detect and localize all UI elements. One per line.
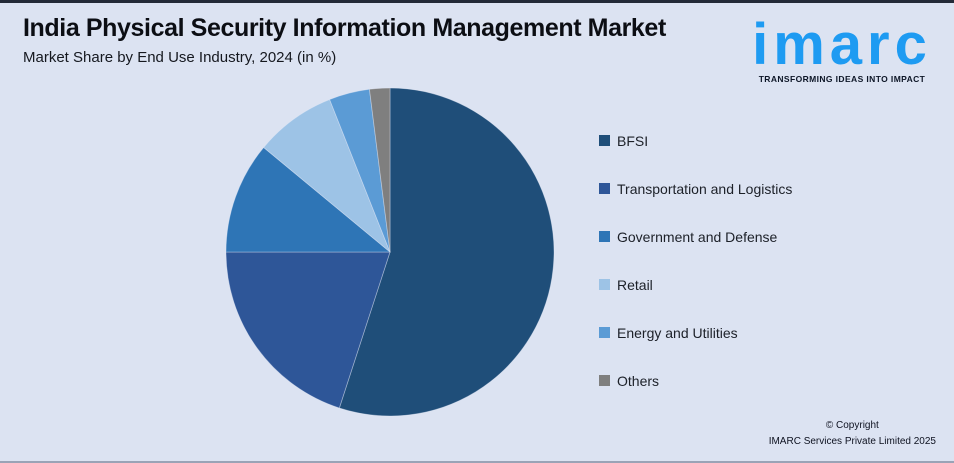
legend-swatch-icon	[599, 183, 610, 194]
copyright-line-1: © Copyright	[825, 420, 879, 431]
pie-slice-bfsi	[338, 87, 555, 417]
pie-slice-others	[369, 87, 391, 253]
legend-item-bfsi: BFSI	[599, 132, 792, 149]
imarc-logo: imarc TRANSFORMING IDEAS INTO IMPACT	[744, 12, 940, 85]
imarc-logo-wordmark: imarc	[752, 12, 932, 77]
copyright-line-2: IMARC Services Private Limited 2025	[768, 435, 936, 447]
chart-legend: BFSI Transportation and Logistics Govern…	[599, 132, 792, 420]
legend-label: Others	[617, 372, 660, 389]
pie-slice-energy-and-utilities	[329, 88, 391, 253]
pie-chart-area	[220, 82, 560, 422]
legend-item-transportation-and-logistics: Transportation and Logistics	[599, 180, 792, 197]
copyright-notice: © Copyright IMARC Services Private Limit…	[769, 418, 936, 449]
legend-swatch-icon	[599, 135, 610, 146]
legend-item-retail: Retail	[599, 276, 792, 293]
legend-label: Retail	[617, 276, 653, 293]
pie-chart	[225, 87, 555, 417]
chart-header: India Physical Security Information Mana…	[23, 14, 763, 66]
legend-item-others: Others	[599, 372, 792, 389]
chart-title: India Physical Security Information Mana…	[23, 14, 666, 42]
pie-slice-government-and-defense	[225, 146, 392, 253]
chart-subtitle: Market Share by End Use Industry, 2024 (…	[23, 48, 337, 66]
legend-item-government-and-defense: Government and Defense	[599, 228, 792, 245]
legend-label: BFSI	[617, 132, 649, 149]
legend-label: Energy and Utilities	[617, 324, 738, 341]
legend-swatch-icon	[599, 231, 610, 242]
pie-slice-transportation-and-logistics	[225, 251, 391, 409]
legend-swatch-icon	[599, 375, 610, 386]
legend-item-energy-and-utilities: Energy and Utilities	[599, 324, 792, 341]
legend-swatch-icon	[599, 327, 610, 338]
legend-label: Transportation and Logistics	[617, 180, 793, 197]
pie-slice-retail	[263, 99, 391, 253]
imarc-logo-tagline: TRANSFORMING IDEAS INTO IMPACT	[758, 74, 926, 85]
legend-swatch-icon	[599, 279, 610, 290]
legend-label: Government and Defense	[617, 228, 778, 245]
